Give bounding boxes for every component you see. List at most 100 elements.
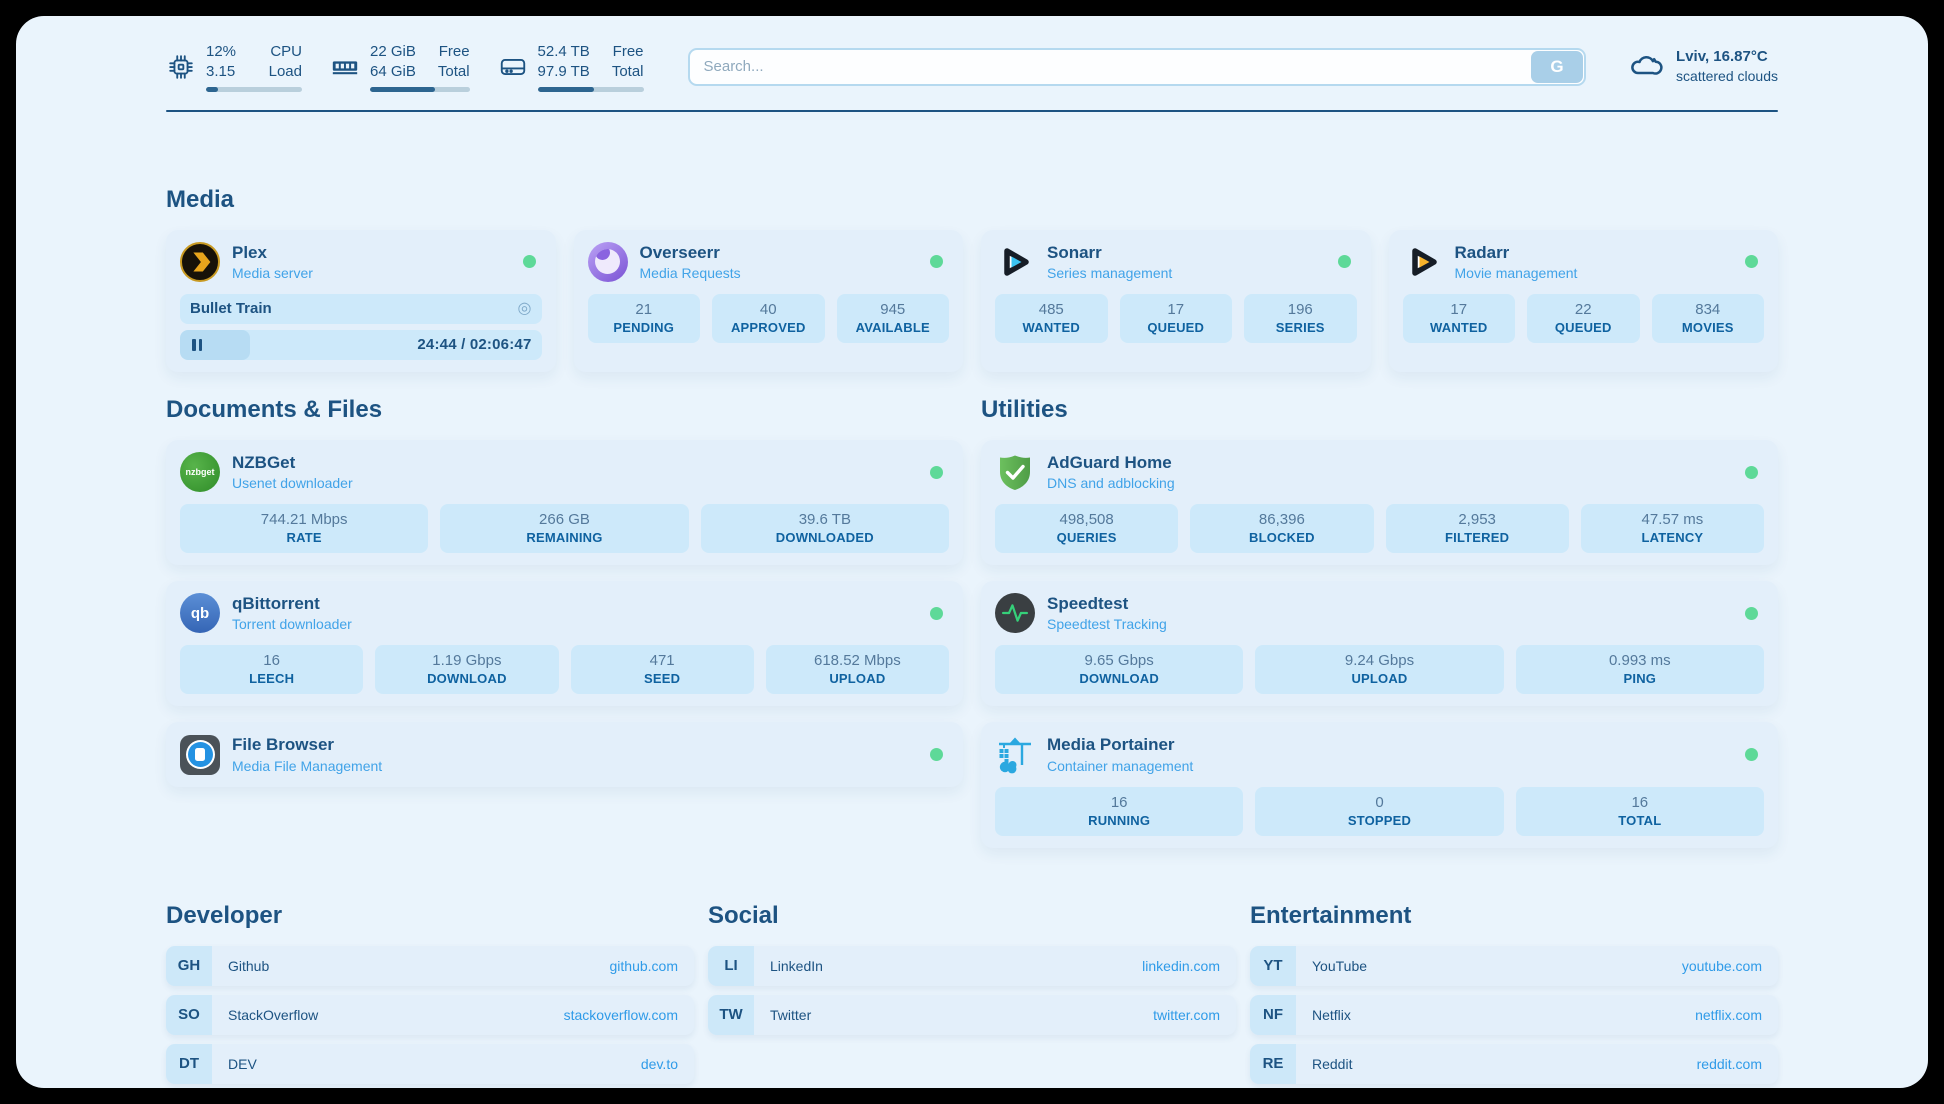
links-column-developer: Developer GH Github github.com SO StackO… bbox=[166, 902, 694, 1084]
adguard-icon bbox=[995, 452, 1035, 492]
overseerr-icon bbox=[587, 241, 628, 282]
weather-condition: scattered clouds bbox=[1676, 68, 1778, 85]
service-card-qbittorrent[interactable]: qb qBittorrent Torrent downloader 16 LEE… bbox=[166, 581, 963, 707]
section-heading-utilities: Utilities bbox=[981, 395, 1068, 423]
stat-queries: 498,508 QUERIES bbox=[995, 504, 1179, 554]
stat-download: 1.19 Gbps DOWNLOAD bbox=[375, 645, 559, 695]
header-divider bbox=[166, 109, 1778, 112]
link-twitter[interactable]: TW Twitter twitter.com bbox=[708, 994, 1236, 1035]
service-card-nzbget[interactable]: nzbget NZBGet Usenet downloader 744.21 M… bbox=[166, 439, 963, 566]
service-name: NZBGet bbox=[232, 452, 296, 472]
section-heading-entertainment: Entertainment bbox=[1250, 901, 1412, 929]
stat-total: 16 TOTAL bbox=[1515, 786, 1764, 836]
stat-upload: 618.52 Mbps UPLOAD bbox=[765, 645, 949, 695]
filebrowser-icon bbox=[180, 734, 220, 775]
media-grid: Plex Media server Bullet Train ◎ 24:44 /… bbox=[166, 229, 1778, 372]
stat-stopped: 0 STOPPED bbox=[1255, 786, 1504, 836]
link-reddit[interactable]: RE Reddit reddit.com bbox=[1250, 1043, 1778, 1084]
service-card-overseerr[interactable]: Overseerr Media Requests 21 PENDING 40 A… bbox=[573, 229, 963, 372]
documents-column: Documents & Files nzbget NZBGet Usenet d… bbox=[166, 396, 963, 848]
stat-wanted: 17 WANTED bbox=[1402, 293, 1515, 343]
playback-progress-fill bbox=[180, 329, 251, 360]
link-badge: SO bbox=[166, 994, 212, 1035]
header: 12% 3.15 CPU Load bbox=[166, 42, 1778, 92]
service-desc: Series management bbox=[1047, 264, 1173, 281]
ram-total-value: 64 GiB bbox=[370, 62, 416, 80]
portainer-icon bbox=[995, 735, 1035, 775]
search-provider-button[interactable]: G bbox=[1531, 50, 1584, 83]
qbittorrent-icon: qb bbox=[180, 593, 220, 634]
disk-progress-bar bbox=[537, 86, 644, 92]
cpu-load-label: Load bbox=[268, 62, 302, 80]
stat-downloaded: 39.6 TB DOWNLOADED bbox=[700, 504, 949, 554]
service-name: Media Portainer bbox=[1047, 735, 1175, 755]
ram-icon bbox=[330, 52, 360, 82]
link-badge: TW bbox=[708, 994, 754, 1035]
ram-progress-bar bbox=[370, 86, 470, 92]
status-dot bbox=[930, 606, 943, 620]
service-name: AdGuard Home bbox=[1047, 452, 1172, 472]
service-card-adguard[interactable]: AdGuard Home DNS and adblocking 498,508 … bbox=[981, 439, 1778, 566]
ram-total-label: Total bbox=[437, 62, 470, 80]
speedtest-icon bbox=[995, 593, 1035, 634]
cpu-icon bbox=[166, 52, 196, 82]
links-column-social: Social LI LinkedIn linkedin.com TW Twitt… bbox=[708, 902, 1236, 1084]
service-card-portainer[interactable]: Media Portainer Container management 16 … bbox=[981, 722, 1778, 848]
stat-available: 945 AVAILABLE bbox=[836, 293, 949, 343]
link-badge: RE bbox=[1250, 1043, 1296, 1084]
service-desc: Usenet downloader bbox=[232, 474, 353, 491]
link-youtube[interactable]: YT YouTube youtube.com bbox=[1250, 945, 1778, 986]
search-input[interactable] bbox=[687, 47, 1587, 86]
section-heading-media: Media bbox=[166, 185, 235, 213]
service-card-speedtest[interactable]: Speedtest Speedtest Tracking 9.65 Gbps D… bbox=[981, 581, 1778, 707]
search-box: G bbox=[687, 47, 1587, 86]
now-playing-title-row: Bullet Train ◎ bbox=[180, 293, 542, 324]
service-name: Radarr bbox=[1454, 242, 1510, 262]
stat-ping: 0.993 ms PING bbox=[1515, 645, 1764, 695]
service-desc: Movie management bbox=[1454, 264, 1578, 281]
status-dot bbox=[1745, 255, 1758, 269]
disk-icon bbox=[498, 52, 528, 82]
playback-time: 24:44 / 02:06:47 bbox=[417, 336, 532, 354]
sonarr-icon bbox=[995, 242, 1035, 282]
service-name: File Browser bbox=[232, 735, 335, 755]
status-dot bbox=[930, 748, 943, 762]
service-card-filebrowser[interactable]: File Browser Media File Management bbox=[166, 722, 963, 787]
section-heading-social: Social bbox=[708, 901, 779, 929]
weather-location-temp: Lviv, 16.87°C bbox=[1676, 48, 1768, 66]
stat-blocked: 86,396 BLOCKED bbox=[1190, 504, 1374, 554]
service-desc: Speedtest Tracking bbox=[1047, 616, 1167, 633]
stat-remaining: 266 GB REMAINING bbox=[440, 504, 689, 554]
disk-free-label: Free bbox=[612, 43, 644, 60]
service-name: Overseerr bbox=[639, 242, 720, 262]
now-playing-title: Bullet Train bbox=[190, 300, 272, 318]
status-dot bbox=[522, 255, 536, 269]
section-heading-developer: Developer bbox=[166, 901, 283, 929]
status-dot bbox=[1337, 255, 1351, 269]
service-card-sonarr[interactable]: Sonarr Series management 485 WANTED 17 Q… bbox=[981, 229, 1371, 372]
status-dot bbox=[1745, 748, 1758, 762]
plex-icon bbox=[180, 241, 220, 282]
service-card-plex[interactable]: Plex Media server Bullet Train ◎ 24:44 /… bbox=[166, 229, 556, 372]
service-desc: Media File Management bbox=[232, 757, 383, 774]
service-card-radarr[interactable]: Radarr Movie management 17 WANTED 22 QUE… bbox=[1388, 229, 1778, 372]
links-column-entertainment: Entertainment YT YouTube youtube.com NF … bbox=[1250, 902, 1778, 1084]
link-dev[interactable]: DT DEV dev.to bbox=[166, 1043, 694, 1084]
disk-free-value: 52.4 TB bbox=[537, 43, 590, 60]
service-name: Plex bbox=[232, 242, 267, 262]
stat-latency: 47.57 ms LATENCY bbox=[1580, 504, 1764, 554]
link-github[interactable]: GH Github github.com bbox=[166, 945, 694, 986]
link-stackoverflow[interactable]: SO StackOverflow stackoverflow.com bbox=[166, 994, 694, 1035]
link-netflix[interactable]: NF Netflix netflix.com bbox=[1250, 994, 1778, 1035]
link-linkedin[interactable]: LI LinkedIn linkedin.com bbox=[708, 945, 1236, 986]
service-desc: Media server bbox=[232, 264, 313, 281]
cpu-usage-value: 12% bbox=[206, 43, 237, 60]
link-badge: DT bbox=[166, 1043, 212, 1084]
status-dot bbox=[930, 465, 943, 479]
stat-download: 9.65 Gbps DOWNLOAD bbox=[995, 645, 1244, 695]
nzbget-icon: nzbget bbox=[180, 452, 220, 493]
stat-movies: 834 MOVIES bbox=[1651, 293, 1764, 343]
link-badge: LI bbox=[708, 945, 754, 986]
cpu-monitor: 12% 3.15 CPU Load bbox=[166, 42, 302, 92]
plex-now-playing: Bullet Train ◎ 24:44 / 02:06:47 bbox=[180, 293, 542, 360]
